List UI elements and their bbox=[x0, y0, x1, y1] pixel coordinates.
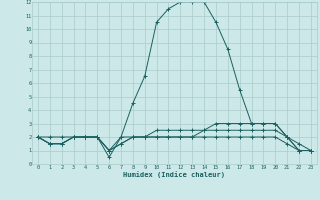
X-axis label: Humidex (Indice chaleur): Humidex (Indice chaleur) bbox=[124, 171, 225, 178]
